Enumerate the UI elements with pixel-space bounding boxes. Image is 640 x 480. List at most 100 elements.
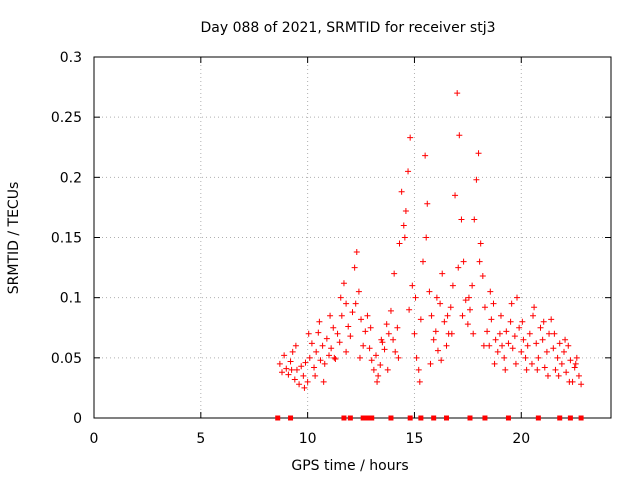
baseline-marker <box>341 415 347 421</box>
data-point <box>434 347 441 354</box>
data-point <box>353 248 360 255</box>
data-point <box>508 300 515 307</box>
data-point <box>539 336 546 343</box>
data-point <box>326 352 332 359</box>
data-point <box>323 335 330 342</box>
data-point <box>378 336 385 343</box>
data-point <box>460 258 467 265</box>
y-tick-label: 0 <box>73 411 82 427</box>
data-point <box>356 354 363 361</box>
data-point <box>349 309 356 316</box>
data-point <box>503 328 510 335</box>
data-point <box>507 318 514 325</box>
data-point <box>501 354 508 361</box>
data-point <box>556 340 563 347</box>
chart-title: Day 088 of 2021, SRMTID for receiver stj… <box>201 20 496 36</box>
data-point <box>385 330 392 337</box>
data-point <box>320 378 327 385</box>
data-point <box>572 360 579 367</box>
data-point <box>465 294 472 301</box>
data-point <box>534 366 541 373</box>
data-point <box>578 381 585 388</box>
data-point <box>444 312 451 319</box>
data-point <box>400 222 407 229</box>
data-point <box>481 304 488 311</box>
data-point <box>551 330 558 337</box>
data-point <box>387 307 394 314</box>
data-point <box>423 234 430 241</box>
data-point <box>454 90 461 97</box>
y-tick-label: 0.3 <box>60 50 82 66</box>
baseline-marker <box>369 415 375 421</box>
data-point <box>437 300 444 307</box>
data-point <box>480 342 487 349</box>
data-point <box>401 234 408 241</box>
data-point <box>514 294 520 301</box>
data-point <box>283 365 290 372</box>
data-point <box>469 282 476 289</box>
data-point <box>430 336 437 343</box>
data-point <box>562 336 569 343</box>
data-point <box>476 258 483 265</box>
baseline-marker <box>567 415 573 421</box>
data-point <box>311 364 318 371</box>
data-point <box>475 150 482 157</box>
data-point <box>304 378 311 385</box>
data-point <box>407 134 414 141</box>
data-point <box>535 354 542 361</box>
data-point <box>285 371 292 378</box>
baseline-marker <box>418 415 424 421</box>
data-point <box>330 324 337 331</box>
data-point <box>573 354 580 361</box>
data-point <box>362 328 369 335</box>
data-point <box>332 356 339 363</box>
data-point <box>486 342 493 349</box>
data-point <box>447 304 454 311</box>
data-point <box>406 306 413 313</box>
data-point <box>462 297 469 304</box>
data-point <box>443 342 450 349</box>
baseline-marker <box>467 415 473 421</box>
data-point <box>448 330 455 337</box>
data-point <box>505 340 512 347</box>
data-point <box>334 330 341 337</box>
data-point <box>516 324 523 331</box>
data-point <box>375 372 382 379</box>
baseline-marker <box>535 415 541 421</box>
data-point <box>384 366 391 373</box>
data-point <box>390 336 397 343</box>
data-point <box>417 316 424 323</box>
data-point <box>370 366 377 373</box>
data-point <box>338 312 345 319</box>
data-point <box>459 312 466 319</box>
data-point <box>315 329 322 336</box>
y-tick-label: 0.15 <box>51 231 82 247</box>
data-point <box>394 324 401 331</box>
data-point <box>511 333 518 340</box>
x-axis-label: GPS time / hours <box>291 458 408 474</box>
data-points <box>276 90 585 391</box>
data-point <box>471 216 478 223</box>
data-point <box>337 294 344 301</box>
data-point <box>395 354 402 361</box>
data-point <box>391 270 398 277</box>
data-point <box>352 300 359 307</box>
data-point <box>415 366 422 373</box>
data-point <box>343 300 350 307</box>
y-axis-label: SRMTID / TECUs <box>6 182 22 295</box>
data-point <box>302 359 309 366</box>
data-point <box>512 360 519 367</box>
baseline-marker <box>557 415 563 421</box>
data-point <box>566 378 573 385</box>
data-point <box>531 304 538 311</box>
data-point <box>554 354 561 361</box>
data-point <box>374 378 381 385</box>
data-point <box>537 324 544 331</box>
data-point <box>494 348 501 355</box>
data-point <box>455 264 462 271</box>
y-tick-label: 0.25 <box>51 110 82 126</box>
data-point <box>312 372 319 379</box>
data-point <box>364 312 371 319</box>
data-point <box>368 357 375 364</box>
baseline-marker <box>364 415 370 421</box>
